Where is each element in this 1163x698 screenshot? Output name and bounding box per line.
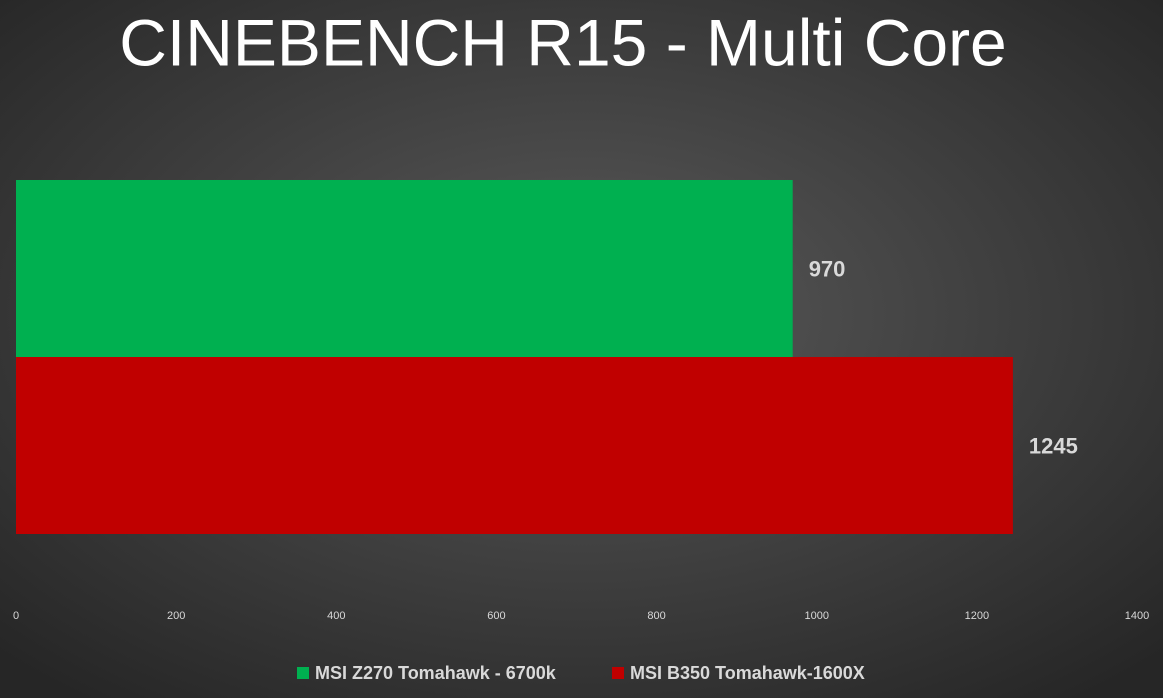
x-tick-label: 400 — [327, 610, 345, 622]
legend-label: MSI B350 Tomahawk-1600X — [630, 663, 865, 683]
x-tick-label: 0 — [13, 610, 19, 622]
value-label: 1245 — [1029, 433, 1078, 458]
legend-swatch — [297, 667, 309, 679]
bar — [16, 180, 793, 357]
legend-swatch — [612, 667, 624, 679]
x-tick-label: 200 — [167, 610, 185, 622]
x-tick-label: 600 — [487, 610, 505, 622]
x-tick-label: 1000 — [804, 610, 828, 622]
x-tick-label: 1400 — [1125, 610, 1149, 622]
value-label: 970 — [809, 256, 846, 281]
x-tick-label: 800 — [647, 610, 665, 622]
chart-title: CINEBENCH R15 - Multi Core — [119, 5, 1007, 79]
bar — [16, 357, 1013, 534]
x-tick-label: 1200 — [965, 610, 989, 622]
legend-label: MSI Z270 Tomahawk - 6700k — [315, 663, 557, 683]
